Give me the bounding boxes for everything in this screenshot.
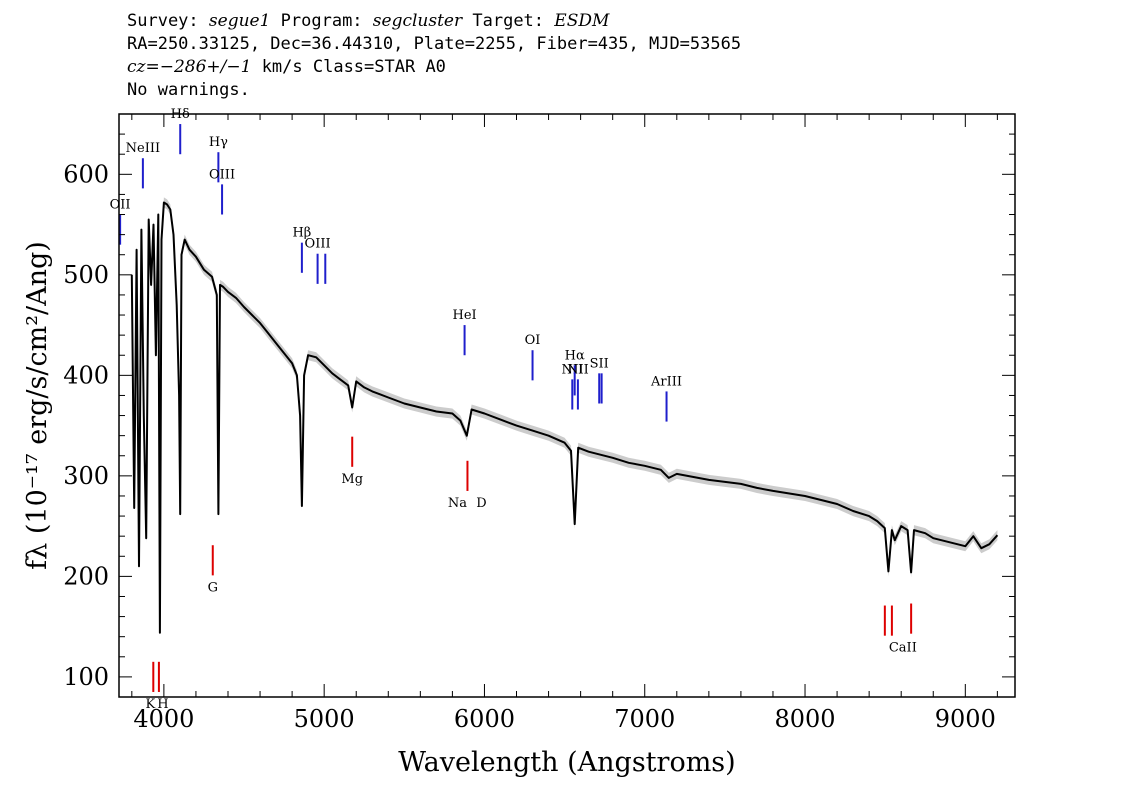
cz-value: cz=−286+/−1 [127, 57, 252, 77]
axes-layer: 4000 5000 6000 7000 8000 9000 100 200 300 400 500 6… [63, 113, 1016, 733]
absorption-line-label: CaII [889, 641, 917, 656]
absorption-line-label: H [157, 697, 168, 712]
absorption-line-label: Mg [341, 472, 363, 487]
x-tick-label: 4000 [133, 705, 194, 733]
x-tick-label: 6000 [454, 705, 515, 733]
program-value: segcluster [372, 11, 463, 31]
survey-value: segue1 [208, 11, 271, 31]
y-tick-label: 400 [63, 361, 109, 389]
y-tick-label: 200 [63, 562, 109, 590]
spectrum-header: Survey: segue1 Program: segcluster Targe… [127, 10, 741, 102]
emission-line-label: OI [525, 333, 541, 348]
absorption-line-label: G [208, 580, 218, 595]
emission-line-label: Hα [565, 348, 585, 363]
emission-line-label: Hγ [209, 135, 228, 150]
spectrum-error-band [131, 197, 998, 638]
emission-line-label: OIII [209, 167, 235, 182]
emission-line-label: OIII [305, 237, 331, 252]
spectrum-layer [130, 201, 999, 634]
y-tick-label: 100 [63, 663, 109, 691]
class-value: km/s Class=STAR A0 [251, 57, 446, 77]
spectrum-line [130, 201, 999, 634]
emission-line-label: SII [590, 356, 609, 371]
header-line-coordinates: RA=250.33125, Dec=36.44310, Plate=2255, … [127, 34, 742, 54]
header-line-warnings: No warnings. [127, 80, 250, 100]
absorption-line-label: K [145, 697, 155, 712]
error-band-layer [131, 197, 998, 638]
absorption-line-label: D [476, 496, 486, 511]
x-axis-title: Wavelength (Angstroms) [398, 747, 735, 778]
emission-line-label: HeI [452, 308, 476, 323]
y-tick-label: 500 [63, 261, 109, 289]
emission-line-label: OII [110, 198, 131, 213]
survey-label: Survey: [127, 11, 199, 31]
program-label: Program: [280, 11, 363, 31]
x-tick-label: 7000 [614, 705, 675, 733]
emission-line-label: Hβ [292, 226, 311, 241]
y-tick-label: 600 [63, 160, 109, 188]
x-tick-label: 5000 [294, 705, 355, 733]
header-line-survey: Survey: segue1 Program: segcluster Targe… [127, 10, 741, 33]
x-tick-label: 8000 [774, 705, 835, 733]
y-axis-title: fλ (10⁻¹⁷ erg/s/cm²/Ang) [22, 241, 53, 570]
emission-line-label: NII [567, 362, 589, 377]
y-tick-label: 300 [63, 462, 109, 490]
target-value: ESDM [554, 11, 610, 31]
emission-line-label: ArIII [650, 374, 682, 389]
target-label: Target: [472, 11, 545, 31]
emission-line-label: NII [561, 362, 583, 377]
emission-line-label: NeIII [126, 141, 160, 156]
header-line-redshift: cz=−286+/−1 km/s Class=STAR A0 [127, 56, 741, 79]
absorption-line-label: Na [448, 496, 467, 511]
x-tick-label: 9000 [935, 705, 996, 733]
plot-frame [118, 113, 1016, 698]
